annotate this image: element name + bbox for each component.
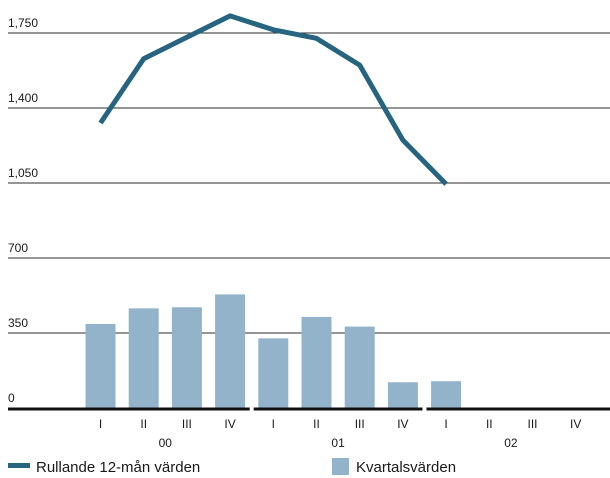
bar [85, 324, 116, 408]
line-series-path [98, 13, 448, 186]
legend: Rullande 12-mån värden Kvartalsvärden [8, 458, 456, 476]
y-axis-ticks: 0 350 700 1,050 1,400 1,750 [8, 16, 38, 405]
y-tick-label: 0 [8, 391, 15, 405]
x-tick-label: I [272, 417, 275, 431]
bar [171, 307, 202, 408]
bar [387, 382, 418, 408]
x-tick-label: II [140, 417, 147, 431]
y-tick-label: 350 [8, 316, 28, 330]
x-tick-label: III [355, 417, 365, 431]
year-label: 02 [504, 436, 518, 450]
x-tick-label: IV [224, 417, 235, 431]
grid-lines [8, 32, 610, 334]
bar [301, 316, 332, 408]
x-tick-label: III [182, 417, 192, 431]
legend-line-swatch [8, 463, 30, 468]
x-tick-label: II [313, 417, 320, 431]
x-tick-label: I [444, 417, 447, 431]
x-tick-label: IV [397, 417, 408, 431]
bar [258, 338, 289, 408]
bar [344, 326, 375, 408]
y-tick-label: 1,750 [8, 16, 38, 30]
bar [128, 308, 159, 408]
legend-line-label: Rullande 12-mån värden [36, 459, 200, 476]
legend-bar-label: Kvartalsvärden [356, 459, 456, 476]
y-tick-label: 1,400 [8, 91, 38, 105]
bar-series [85, 294, 462, 408]
legend-bar-swatch [332, 458, 349, 475]
x-tick-label: III [527, 417, 537, 431]
year-label: 01 [331, 436, 345, 450]
line-series [98, 13, 448, 186]
year-label: 00 [159, 436, 173, 450]
y-tick-label: 1,050 [8, 166, 38, 180]
y-tick-label: 700 [8, 241, 28, 255]
x-tick-label: I [99, 417, 102, 431]
bar [431, 381, 462, 408]
bar [215, 294, 246, 408]
x-tick-label: IV [570, 417, 581, 431]
x-tick-label: II [486, 417, 493, 431]
